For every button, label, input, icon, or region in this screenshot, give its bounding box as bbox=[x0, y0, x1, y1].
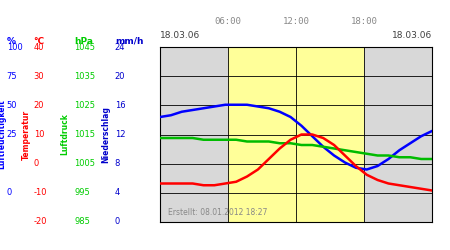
Text: 8: 8 bbox=[115, 159, 120, 168]
Text: mm/h: mm/h bbox=[115, 37, 143, 46]
Text: 100: 100 bbox=[7, 42, 22, 51]
Text: 10: 10 bbox=[34, 130, 44, 139]
Text: 50: 50 bbox=[7, 101, 17, 110]
Text: 1005: 1005 bbox=[74, 159, 95, 168]
Text: 18.03.06: 18.03.06 bbox=[160, 31, 200, 40]
Bar bbox=[228, 47, 364, 222]
Text: 25: 25 bbox=[7, 130, 17, 139]
Text: 75: 75 bbox=[7, 72, 18, 81]
Text: 985: 985 bbox=[74, 218, 90, 226]
Text: 995: 995 bbox=[74, 188, 90, 197]
Text: 0: 0 bbox=[7, 188, 12, 197]
Text: 1025: 1025 bbox=[74, 101, 95, 110]
Text: °C: °C bbox=[34, 37, 45, 46]
Text: 12:00: 12:00 bbox=[283, 17, 310, 26]
Text: -10: -10 bbox=[34, 188, 47, 197]
Text: Niederschlag: Niederschlag bbox=[101, 106, 110, 163]
Text: Temperatur: Temperatur bbox=[22, 110, 31, 160]
Text: 1015: 1015 bbox=[74, 130, 95, 139]
Text: %: % bbox=[7, 37, 16, 46]
Text: 4: 4 bbox=[115, 188, 120, 197]
Text: Luftfeuchtigkeit: Luftfeuchtigkeit bbox=[0, 100, 7, 170]
Text: 0: 0 bbox=[34, 159, 39, 168]
Text: 1045: 1045 bbox=[74, 42, 95, 51]
Text: 24: 24 bbox=[115, 42, 125, 51]
Text: 06:00: 06:00 bbox=[215, 17, 242, 26]
Text: 18:00: 18:00 bbox=[351, 17, 378, 26]
Text: 0: 0 bbox=[115, 218, 120, 226]
Text: hPa: hPa bbox=[74, 37, 93, 46]
Text: Luftdruck: Luftdruck bbox=[61, 114, 70, 156]
Text: 16: 16 bbox=[115, 101, 126, 110]
Text: 20: 20 bbox=[115, 72, 125, 81]
Text: Erstellt: 08.01.2012 18:27: Erstellt: 08.01.2012 18:27 bbox=[168, 208, 268, 217]
Text: 12: 12 bbox=[115, 130, 125, 139]
Text: -20: -20 bbox=[34, 218, 47, 226]
Text: 1035: 1035 bbox=[74, 72, 95, 81]
Text: 18.03.06: 18.03.06 bbox=[392, 31, 432, 40]
Text: 30: 30 bbox=[34, 72, 45, 81]
Text: 40: 40 bbox=[34, 42, 44, 51]
Text: 20: 20 bbox=[34, 101, 44, 110]
